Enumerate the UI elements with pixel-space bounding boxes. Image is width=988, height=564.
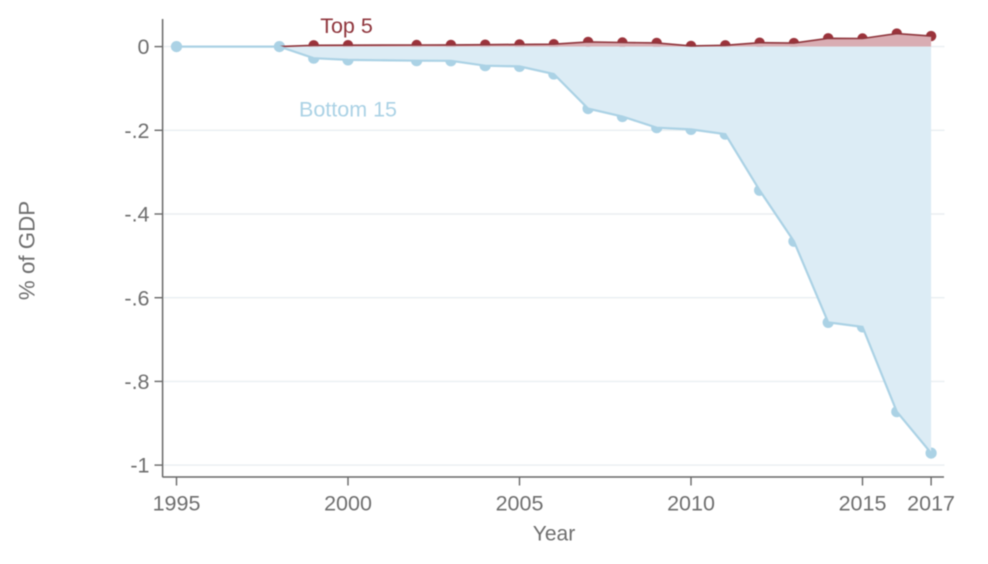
svg-text:2010: 2010 — [667, 491, 715, 515]
svg-text:-1: -1 — [130, 454, 149, 478]
svg-text:2000: 2000 — [324, 491, 372, 515]
svg-text:-.6: -.6 — [124, 286, 149, 310]
svg-text:2017: 2017 — [907, 491, 955, 515]
svg-text:-.8: -.8 — [124, 370, 149, 394]
svg-text:1995: 1995 — [153, 491, 201, 515]
svg-text:0: 0 — [138, 35, 150, 59]
svg-text:2015: 2015 — [839, 491, 887, 515]
svg-text:-.2: -.2 — [124, 119, 149, 143]
svg-text:Year: Year — [533, 523, 575, 546]
svg-text:-.4: -.4 — [124, 203, 149, 227]
svg-text:2005: 2005 — [496, 491, 544, 515]
svg-text:Bottom 15: Bottom 15 — [299, 98, 397, 122]
svg-text:% of GDP: % of GDP — [15, 201, 40, 300]
svg-text:Top 5: Top 5 — [320, 14, 373, 38]
